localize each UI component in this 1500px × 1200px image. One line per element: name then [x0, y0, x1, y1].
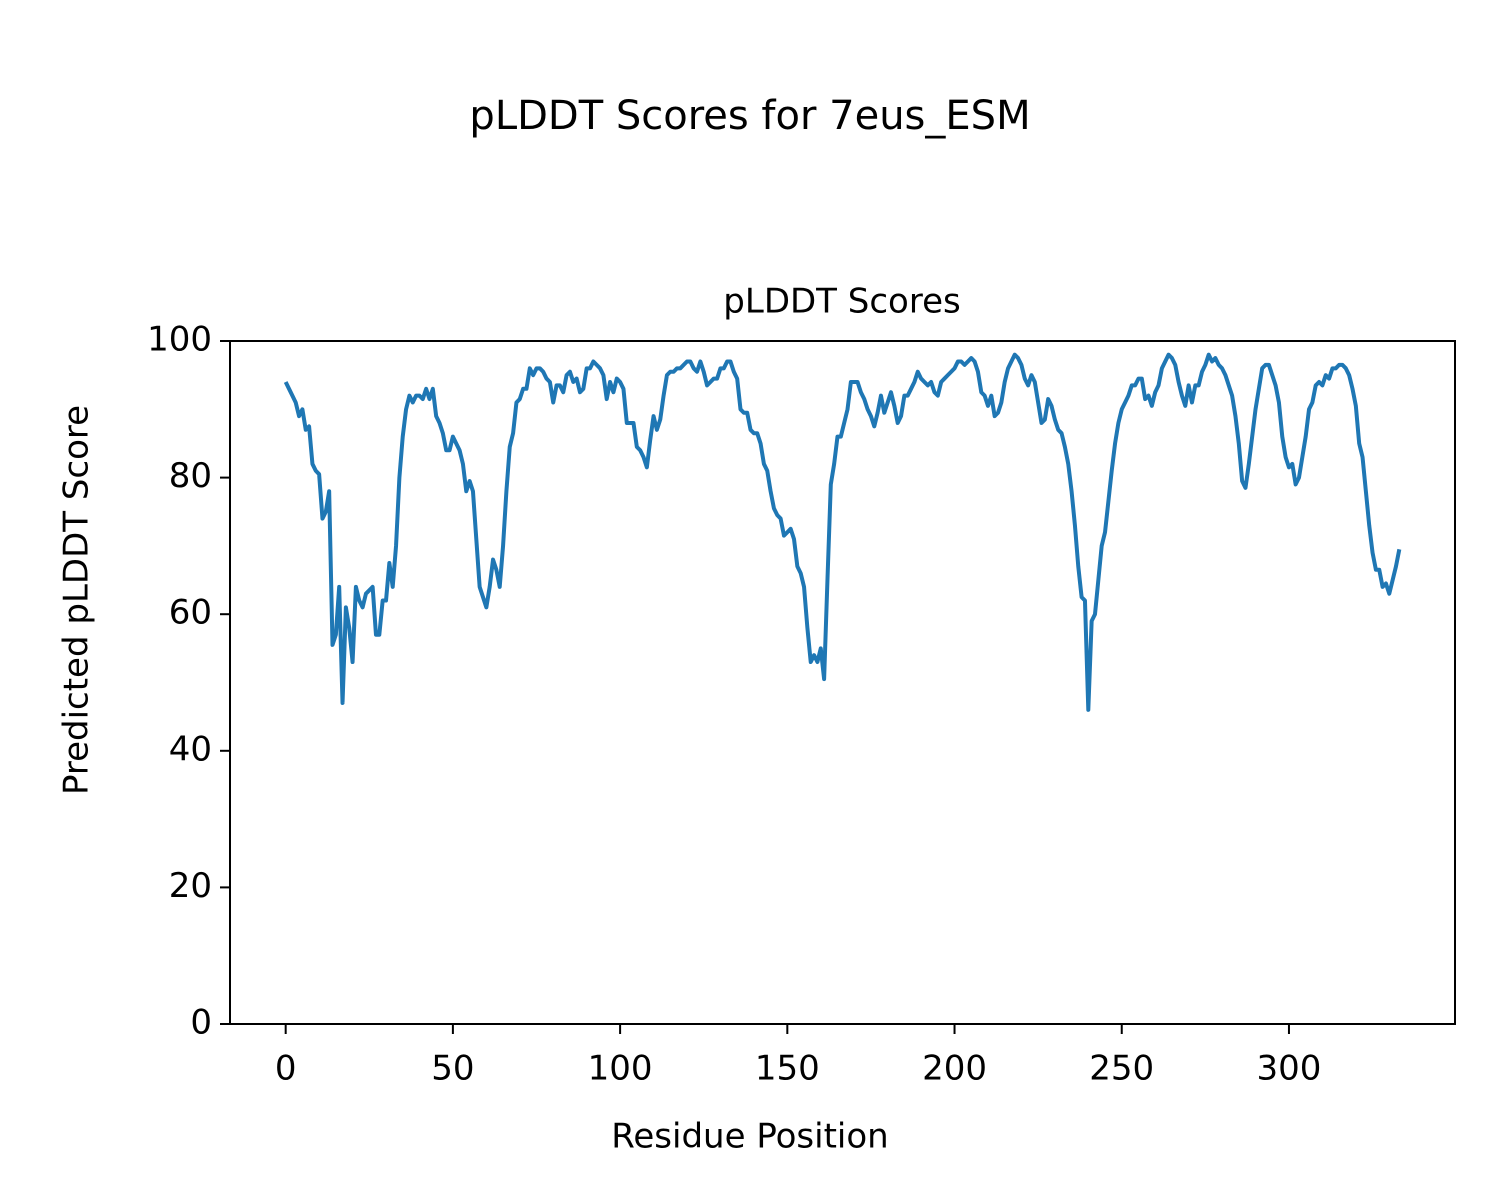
x-tick-label: 250 [1089, 1049, 1154, 1089]
x-tick-label: 150 [755, 1049, 820, 1089]
chart-title: pLDDT Scores for 7eus_ESM [469, 93, 1030, 139]
axes-frame [229, 340, 1456, 1025]
x-tick-label: 100 [588, 1049, 653, 1089]
x-tick-label: 0 [275, 1049, 297, 1089]
y-tick-label: 40 [169, 729, 212, 769]
line [283, 352, 1402, 712]
y-tick-label: 100 [147, 320, 212, 360]
axes-title: pLDDT Scores [723, 282, 960, 322]
x-tick-label: 300 [1257, 1049, 1322, 1089]
y-tick-label: 80 [169, 456, 212, 496]
x-tick-label: 50 [431, 1049, 474, 1089]
x-axis-label: Residue Position [611, 1117, 888, 1157]
y-axis-label: Predicted pLDDT Score [57, 405, 97, 795]
y-tick-label: 0 [190, 1003, 212, 1043]
y-tick-label: 20 [169, 866, 212, 906]
x-tick-label: 200 [922, 1049, 987, 1089]
y-tick-label: 60 [169, 593, 212, 633]
